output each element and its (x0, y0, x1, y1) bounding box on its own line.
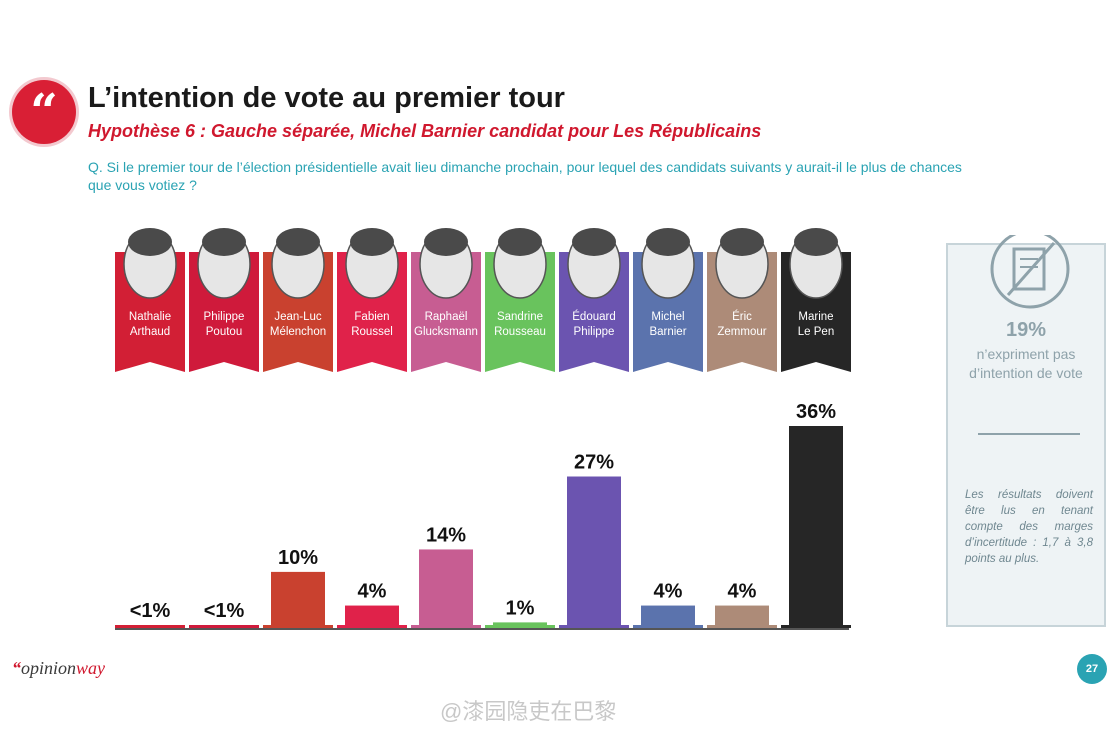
candidate-portrait-hair (794, 228, 838, 256)
ballot-crossed-icon (990, 235, 1070, 309)
bar (345, 605, 399, 628)
candidate-first-name: Édouard (572, 310, 615, 323)
bar-value-label: 4% (358, 581, 387, 603)
candidate-portrait-hair (646, 228, 690, 256)
survey-question: Q. Si le premier tour de l’élection prés… (88, 159, 962, 193)
candidate-last-name: Le Pen (798, 326, 834, 338)
bar-value-label: <1% (204, 600, 245, 622)
candidate-first-name: Éric (732, 310, 752, 323)
candidate-first-name: Fabien (354, 311, 389, 323)
candidate-last-name: Mélenchon (270, 326, 326, 338)
bar-value-label: 4% (654, 581, 683, 603)
candidate-portrait-hair (424, 228, 468, 256)
bar (419, 549, 473, 628)
candidate-portrait-hair (276, 228, 320, 256)
candidate-first-name: Michel (651, 311, 684, 323)
bar-value-label: <1% (130, 600, 171, 622)
candidate-first-name: Raphaël (425, 311, 468, 323)
candidate-first-name: Philippe (204, 311, 245, 323)
bar (715, 605, 769, 628)
page-title: L’intention de vote au premier tour (88, 82, 565, 114)
bar-value-label: 14% (426, 524, 466, 546)
no-vote-percentage: 19% (1005, 319, 1047, 341)
bar (493, 622, 547, 628)
candidate-portrait-hair (202, 228, 246, 256)
candidate-last-name: Poutou (206, 326, 242, 338)
candidate-first-name: Jean-Luc (274, 311, 322, 323)
bar (197, 625, 251, 628)
no-vote-caption: n’expriment pas d’intention de vote (969, 346, 1083, 381)
candidate-portrait-hair (572, 228, 616, 256)
candidate-last-name: Rousseau (494, 326, 546, 338)
no-vote-panel: 19% n’expriment pas d’intention de vote … (946, 235, 1106, 627)
candidate-last-name: Barnier (649, 326, 686, 338)
candidate-last-name: Philippe (574, 326, 615, 338)
bar (641, 605, 695, 628)
candidate-portrait-hair (498, 228, 542, 256)
bar-value-label: 1% (506, 597, 535, 619)
candidate-portrait-hair (350, 228, 394, 256)
margin-of-error-note: Les résultats doivent être lus en tenant… (965, 489, 1093, 565)
bar-value-label: 10% (278, 547, 318, 569)
candidate-first-name: Marine (798, 311, 833, 323)
quote-badge-icon: “ (12, 80, 76, 144)
candidate-last-name: Glucksmann (414, 326, 478, 338)
candidate-first-name: Sandrine (497, 311, 543, 323)
bar-value-label: 4% (728, 581, 757, 603)
candidate-portrait-hair (128, 228, 172, 256)
candidate-last-name: Zemmour (717, 326, 766, 338)
page-subtitle: Hypothèse 6 : Gauche séparée, Michel Bar… (88, 121, 762, 141)
page-number: 27 (1077, 654, 1107, 684)
bar-value-label: 36% (796, 401, 836, 423)
bar (567, 476, 621, 628)
opinionway-logo: “opinionway (12, 658, 106, 678)
divider (978, 433, 1080, 435)
candidate-last-name: Arthaud (130, 326, 170, 338)
bar-value-label: 27% (574, 452, 614, 474)
candidate-last-name: Roussel (351, 326, 393, 338)
bar (789, 426, 843, 628)
candidate-portrait-hair (720, 228, 764, 256)
bar (123, 625, 177, 628)
quote-glyph: “ (30, 84, 58, 140)
bar (271, 571, 325, 628)
candidate-first-name: Nathalie (129, 311, 171, 323)
watermark: @漆园隐吏在巴黎 (440, 699, 617, 724)
